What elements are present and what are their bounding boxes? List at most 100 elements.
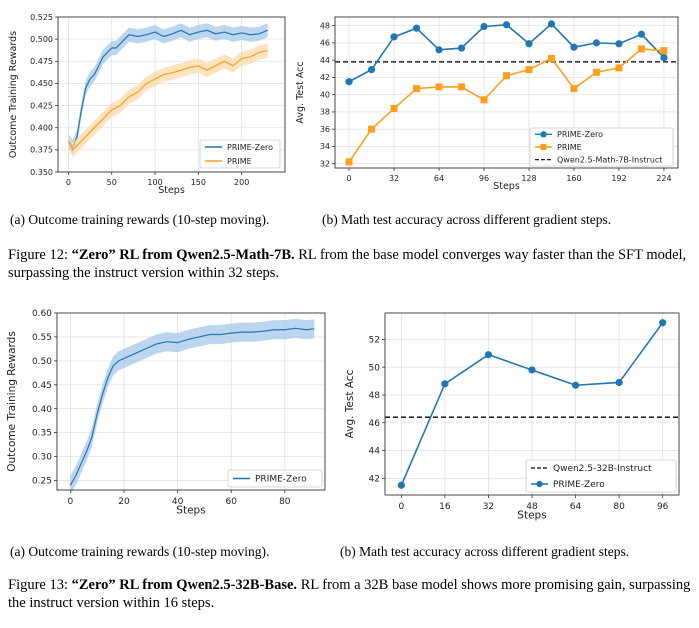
data-point <box>413 85 421 93</box>
caption-bold: “Zero” RL from Qwen2.5-32B-Base. <box>71 577 298 593</box>
legend-box <box>525 459 677 493</box>
data-point <box>592 39 601 47</box>
data-point <box>484 351 493 359</box>
data-point <box>480 96 488 104</box>
figure-12-caption: Figure 12: “Zero” RL from Qwen2.5-Math-7… <box>8 246 692 282</box>
y-tick-label: 0.525 <box>30 13 53 22</box>
y-tick-label: 0.40 <box>32 405 52 415</box>
x-tick-label: 80 <box>279 497 291 507</box>
x-axis-label: Steps <box>493 181 520 192</box>
legend-label: PRIME-Zero <box>553 480 605 490</box>
y-tick-label: 52 <box>369 336 380 346</box>
data-point <box>660 53 668 62</box>
data-point <box>659 319 667 327</box>
legend-box <box>227 469 323 488</box>
x-tick-label: 192 <box>611 174 626 183</box>
legend-marker <box>540 131 547 138</box>
x-tick-label: 32 <box>389 174 399 183</box>
data-point <box>412 24 421 32</box>
y-tick-label: 36 <box>320 125 330 134</box>
y-tick-label: 40 <box>320 90 330 99</box>
data-point <box>435 46 443 54</box>
data-point <box>525 40 533 48</box>
x-axis-label: Steps <box>158 185 185 196</box>
data-point <box>547 20 556 28</box>
legend-marker <box>536 480 543 488</box>
data-point <box>367 66 376 74</box>
plot-frame <box>384 312 680 496</box>
series-line-prime-zero <box>67 29 268 149</box>
figure-13-caption: Figure 13: “Zero” RL from Qwen2.5-32B-Ba… <box>8 576 692 612</box>
y-tick-label: 0.55 <box>32 333 52 343</box>
x-tick-label: 16 <box>439 502 451 512</box>
caption-text: RL from the base model converges way fas… <box>8 247 687 281</box>
series-band-prime <box>68 43 268 157</box>
data-point <box>390 104 398 112</box>
caption-text: RL from a 32B base model shows more prom… <box>8 577 691 611</box>
x-tick-label: 20 <box>118 497 130 507</box>
legend-label: PRIME <box>557 143 582 152</box>
y-tick-label: 0.475 <box>30 57 53 66</box>
chart-fig13a-outcome-rewards: 0 20 40 60 80 0.25 0.30 0.35 0.40 0.45 0.50 0.55 0.6… <box>6 309 326 516</box>
plot-frame <box>334 16 679 169</box>
x-tick-label: 128 <box>521 174 536 183</box>
legend-marker <box>540 144 547 150</box>
plot-frame <box>56 312 326 491</box>
x-tick-label: 96 <box>657 502 669 512</box>
y-axis-label: Avg. Test Acc <box>295 61 306 123</box>
y-tick-label: 42 <box>320 73 330 82</box>
data-point <box>502 21 511 29</box>
data-point <box>571 381 580 389</box>
chart-fig12a-outcome-rewards: 0 50 100 150 200 0.350 0.375 0.400 0.425 0.450 0.4… <box>8 13 286 196</box>
chart-fig12b-test-accuracy: 0 32 64 96 128 160 192 224 32 34 36 38 40 42 44 46 48 Ste… <box>295 16 679 192</box>
series-line-prime-zero <box>69 327 315 486</box>
y-tick-label: 48 <box>369 391 381 401</box>
data-point <box>615 40 623 48</box>
data-point <box>547 54 555 62</box>
x-axis-label: Steps <box>176 504 205 516</box>
legend-label: PRIME <box>227 157 252 166</box>
subcaption-fig12a: (a) Outcome training rewards (10-step mo… <box>10 212 270 227</box>
series-band-prime-zero <box>68 23 268 155</box>
y-tick-label: 0.60 <box>32 309 52 319</box>
plot-frame <box>57 16 286 173</box>
legend-box <box>529 127 674 167</box>
caption-label: Figure 12: <box>8 247 69 263</box>
data-point <box>441 380 449 388</box>
y-axis-label: Avg. Test Acc <box>344 369 356 438</box>
x-tick-label: 200 <box>234 178 249 187</box>
data-point <box>345 158 353 166</box>
data-point <box>660 47 668 55</box>
y-tick-label: 46 <box>320 39 330 48</box>
x-tick-label: 0 <box>347 174 352 183</box>
subcaption-fig13a: (a) Outcome training rewards (10-step mo… <box>10 544 270 559</box>
data-point <box>528 366 536 374</box>
x-tick-label: 0 <box>398 502 404 512</box>
y-tick-label: 34 <box>320 142 330 151</box>
series-line-prime <box>67 50 268 151</box>
legend-label: PRIME-Zero <box>557 130 603 139</box>
x-axis-label: Steps <box>517 509 546 521</box>
data-point <box>637 45 645 53</box>
subcaption-fig12b: (b) Math test accuracy across different … <box>322 212 612 227</box>
data-point <box>480 22 488 31</box>
y-tick-label: 0.400 <box>30 124 53 133</box>
data-point <box>503 72 510 80</box>
data-point <box>390 33 398 41</box>
x-tick-label: 0 <box>68 497 74 507</box>
data-point <box>397 481 405 489</box>
x-tick-label: 160 <box>566 174 581 183</box>
data-point <box>368 125 376 133</box>
y-tick-label: 32 <box>320 159 330 168</box>
y-tick-label: 0.500 <box>30 35 53 44</box>
y-tick-label: 0.50 <box>32 357 52 367</box>
x-tick-label: 100 <box>147 178 162 187</box>
x-tick-label: 0 <box>66 178 71 187</box>
y-tick-label: 0.450 <box>30 79 53 88</box>
y-tick-label: 0.35 <box>32 429 52 439</box>
y-tick-label: 46 <box>369 419 381 429</box>
y-tick-label: 0.45 <box>32 381 52 391</box>
x-tick-label: 80 <box>613 502 625 512</box>
data-point <box>525 66 533 74</box>
chart-fig13b-test-accuracy: 0 16 32 48 64 80 96 42 44 46 48 50 52 Steps Avg. Test … <box>344 312 680 521</box>
